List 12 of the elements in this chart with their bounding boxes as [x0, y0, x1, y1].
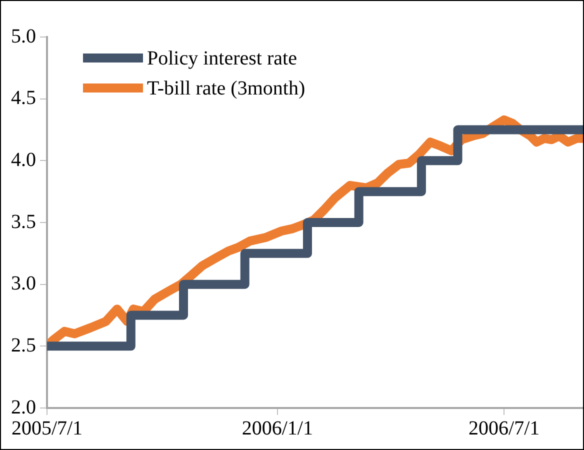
y-tick-label: 3.5	[11, 210, 36, 233]
y-tick-label: 3.0	[11, 272, 36, 295]
y-tick-label: 5.0	[11, 25, 36, 48]
x-tick-label: 2005/7/1	[11, 417, 83, 440]
y-tick-label: 2.0	[11, 396, 36, 418]
y-tick-label: 4.0	[11, 148, 36, 171]
x-tick-label: 2006/1/1	[242, 417, 313, 440]
legend-label: T-bill rate (3month)	[147, 77, 306, 100]
x-tick-label: 2006/7/1	[468, 417, 540, 440]
y-tick-label: 2.5	[11, 334, 36, 356]
legend-label: Policy interest rate	[147, 47, 298, 70]
y-tick-label: 4.5	[11, 87, 36, 110]
